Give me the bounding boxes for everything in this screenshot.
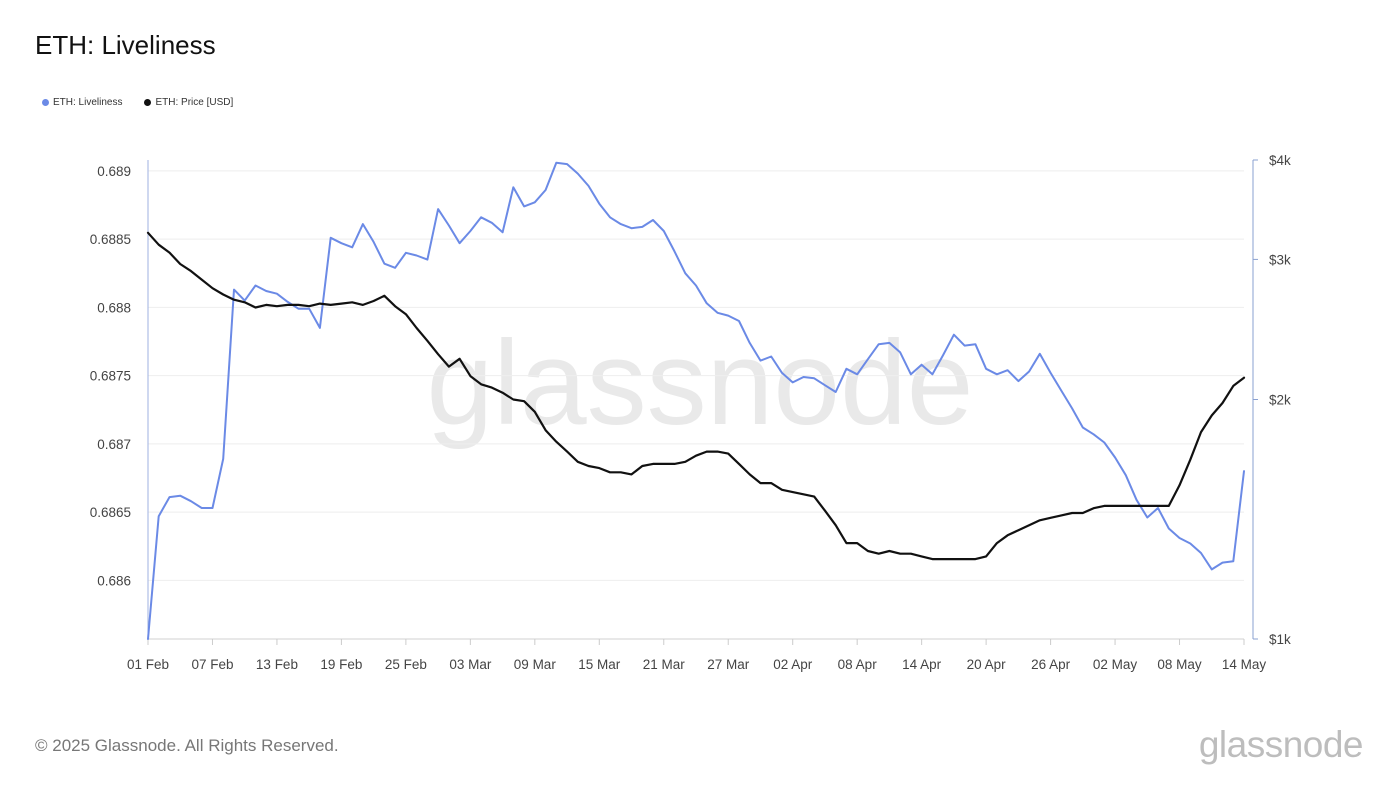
price-series-line[interactable] [146, 231, 1246, 561]
watermark-text: glassnode [426, 316, 973, 450]
x-tick-label: 25 Feb [385, 657, 427, 672]
glassnode-logo: glassnode [1198, 724, 1364, 765]
x-tick-label: 21 Mar [643, 657, 686, 672]
y-left-tick-label: 0.687 [97, 437, 131, 452]
legend-label-liveliness: ETH: Liveliness [53, 97, 123, 108]
x-tick-label: 08 Apr [838, 657, 878, 672]
legend-dot-liveliness [42, 99, 49, 106]
x-tick-label: 26 Apr [1031, 657, 1071, 672]
x-tick-label: 27 Mar [707, 657, 750, 672]
x-tick-label: 19 Feb [320, 657, 362, 672]
y-right-tick-label: $1k [1269, 632, 1291, 647]
x-tick-label: 03 Mar [449, 657, 492, 672]
y-right-tick-label: $2k [1269, 393, 1291, 408]
y-left-tick-label: 0.686 [97, 573, 131, 588]
y-left-tick-label: 0.688 [97, 300, 131, 315]
series-lines [146, 161, 1246, 640]
axes [147, 159, 1258, 645]
x-tick-label: 02 May [1093, 657, 1138, 672]
y-left-tick-label: 0.6875 [90, 369, 131, 384]
x-tick-label: 09 Mar [514, 657, 557, 672]
x-tick-label: 02 Apr [773, 657, 813, 672]
x-tick-label: 14 May [1222, 657, 1267, 672]
x-tick-label: 14 Apr [902, 657, 942, 672]
liveliness-series-line[interactable] [147, 161, 1245, 640]
legend: ETH: Liveliness ETH: Price [USD] [42, 97, 233, 108]
legend-label-price: ETH: Price [USD] [155, 97, 234, 108]
x-tick-label: 08 May [1157, 657, 1202, 672]
x-tick-label: 20 Apr [967, 657, 1007, 672]
tick-labels: 0.686 0.6865 0.687 0.6875 0.688 0.6885 0.689 $1… [90, 153, 1291, 672]
legend-item-price[interactable]: ETH: Price [USD] [144, 97, 233, 108]
x-tick-label: 13 Feb [256, 657, 298, 672]
y-right-tick-label: $3k [1269, 252, 1291, 267]
y-left-tick-label: 0.6865 [90, 505, 131, 520]
y-left-tick-label: 0.689 [97, 164, 131, 179]
gridlines [148, 170, 1244, 581]
x-tick-label: 01 Feb [127, 657, 169, 672]
x-tick-label: 15 Mar [578, 657, 621, 672]
chart-title: ETH: Liveliness [35, 30, 216, 60]
copyright-footer: © 2025 Glassnode. All Rights Reserved. [35, 736, 339, 755]
y-left-tick-label: 0.6885 [90, 232, 131, 247]
y-right-tick-label: $4k [1269, 153, 1291, 168]
legend-item-liveliness[interactable]: ETH: Liveliness [42, 97, 122, 108]
x-tick-label: 07 Feb [191, 657, 233, 672]
legend-dot-price [144, 99, 152, 106]
